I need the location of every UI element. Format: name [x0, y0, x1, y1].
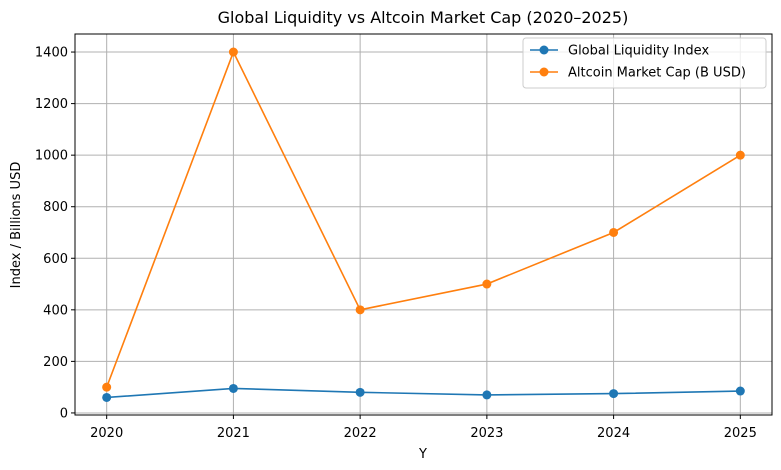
y-tick-label: 1200 — [35, 97, 68, 112]
y-tick-label: 800 — [43, 200, 68, 215]
global-liquidity-point — [735, 386, 745, 396]
plot-border — [74, 33, 773, 416]
global-liquidity-point — [228, 383, 238, 393]
x-tick-label: 2020 — [90, 426, 123, 441]
global-liquidity-legend-marker — [539, 45, 549, 55]
x-tick-label: 2024 — [597, 426, 630, 441]
x-tick-label: 2025 — [724, 426, 757, 441]
x-axis: 2020 2021 2022 2023 2024 2025 — [90, 415, 757, 441]
altcoin-market-cap-point — [102, 382, 112, 392]
altcoin-market-cap-legend-label: Altcoin Market Cap (B USD) — [568, 66, 746, 81]
global-liquidity-point — [609, 389, 619, 399]
altcoin-market-cap-point — [228, 47, 238, 57]
altcoin-market-cap-line — [105, 50, 741, 388]
global-liquidity-point — [102, 392, 112, 402]
altcoin-market-cap-legend-marker — [539, 67, 549, 77]
legend: Global Liquidity Index Altcoin Market Cap… — [522, 37, 767, 89]
y-axis: 0 200 400 600 800 1000 1200 1400 — [35, 46, 75, 421]
x-tick-label: 2021 — [217, 426, 250, 441]
y-tick-label: 1400 — [35, 46, 68, 61]
y-axis-label: Index / Billions USD — [9, 162, 24, 289]
x-axis-label: Y — [418, 447, 427, 462]
y-tick-label: 0 — [60, 406, 68, 421]
altcoin-market-cap-point — [735, 150, 745, 160]
grid — [75, 34, 772, 415]
global-liquidity-point — [482, 390, 492, 400]
global-liquidity-point — [355, 387, 365, 397]
y-tick-label: 200 — [43, 355, 68, 370]
y-tick-label: 600 — [43, 252, 68, 267]
x-tick-label: 2023 — [470, 426, 503, 441]
x-tick-label: 2022 — [344, 426, 377, 441]
y-tick-label: 400 — [43, 303, 68, 318]
series-layer — [102, 47, 745, 402]
global-liquidity-legend-label: Global Liquidity Index — [568, 44, 709, 59]
altcoin-market-cap-point — [609, 227, 619, 237]
altcoin-market-cap-point — [482, 279, 492, 289]
altcoin-market-cap-point — [355, 305, 365, 315]
y-tick-label: 1000 — [35, 149, 68, 164]
chart-title: Global Liquidity vs Altcoin Market Cap (… — [218, 8, 629, 27]
global-liquidity-line — [106, 387, 741, 399]
legend-box — [522, 37, 767, 89]
plot-area — [75, 34, 772, 415]
